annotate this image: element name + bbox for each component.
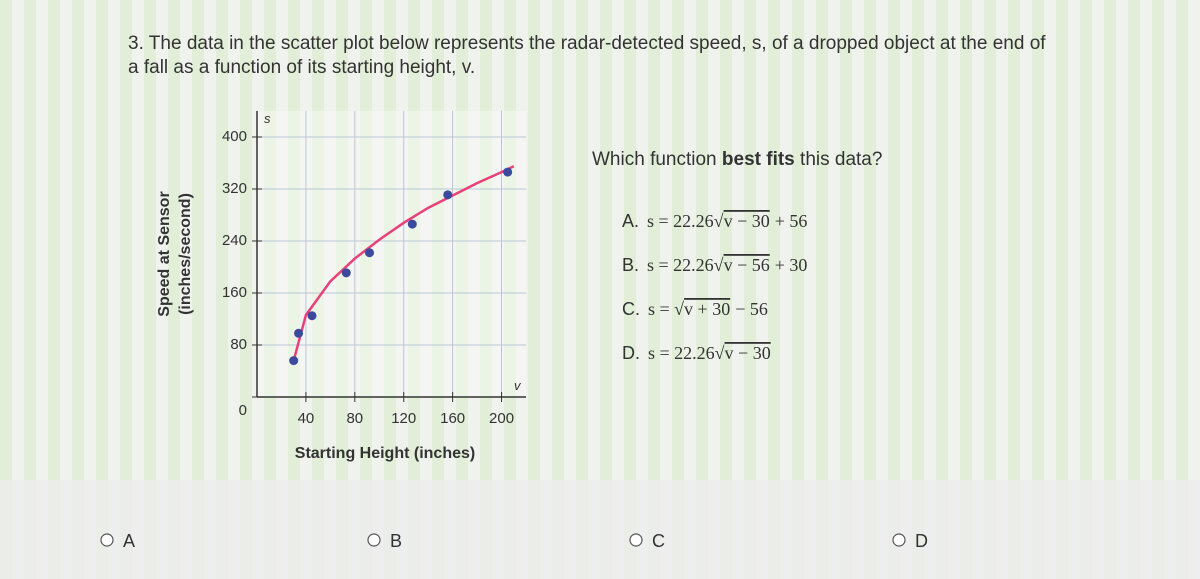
answer-label[interactable]: A xyxy=(123,531,135,551)
y-tick-label: 240 xyxy=(222,232,247,249)
x-tick-label: 80 xyxy=(346,410,363,427)
x-tick-label: 200 xyxy=(489,410,514,427)
point xyxy=(407,219,417,229)
point xyxy=(294,328,304,338)
formula-pre: s = 22.26 xyxy=(647,211,714,231)
text: this data? xyxy=(795,149,883,170)
y-tick-label: 400 xyxy=(222,128,247,145)
plot-bg xyxy=(257,111,526,397)
y-axis-label: Speed at Sensor xyxy=(156,191,173,316)
formula-pre: s = 22.26 xyxy=(648,343,715,363)
scatter-plot: 0 80 160 240 320 400 40 80 120 160 200 s v Starting H… xyxy=(156,111,526,462)
answer-label[interactable]: C xyxy=(652,531,665,551)
fit-curve xyxy=(292,165,515,361)
y-axis-name: s xyxy=(264,111,271,126)
number: 3. xyxy=(128,33,144,54)
question-line: a fall as a function of its starting hei… xyxy=(128,57,475,78)
x-tick-label: 160 xyxy=(440,410,465,427)
text: The data in the scatter plot below repre… xyxy=(149,33,1046,54)
answers: A B C D xyxy=(100,531,928,551)
x-axis-label: Starting Height (inches) xyxy=(295,445,475,462)
choice: A. s = 22.26√v − 30 + 56 xyxy=(622,211,807,231)
prompt: Which function best fits this data? xyxy=(592,149,882,170)
x-axis-name: v xyxy=(514,378,522,393)
point xyxy=(503,167,513,177)
point xyxy=(443,190,453,200)
y-tick-label: 0 xyxy=(239,402,247,419)
radicand: v + 30 xyxy=(684,299,730,319)
text: Which function xyxy=(592,149,722,170)
formula-post: + 30 xyxy=(775,255,808,275)
formula-post: + 56 xyxy=(775,211,808,231)
point xyxy=(341,268,351,278)
answer-label[interactable]: B xyxy=(390,531,402,551)
radicand: v − 30 xyxy=(724,211,770,231)
question-line: 3. The data in the scatter plot below re… xyxy=(128,33,1046,54)
choice: D. s = 22.26√v − 30 xyxy=(622,343,771,363)
radio-button[interactable] xyxy=(629,533,643,547)
y-axis-label: (inches/second) xyxy=(177,193,194,315)
point xyxy=(289,356,299,366)
letter: A. xyxy=(622,211,639,231)
x-tick-label: 40 xyxy=(298,410,315,427)
radicand: v − 56 xyxy=(724,255,770,275)
radio-button[interactable] xyxy=(100,533,114,547)
choice: B. s = 22.26√v − 56 + 30 xyxy=(622,255,807,275)
point xyxy=(364,248,374,258)
radio-button[interactable] xyxy=(892,533,906,547)
letter: D. xyxy=(622,343,640,363)
formula-pre: s = 22.26 xyxy=(647,255,714,275)
formula-post: − 56 xyxy=(735,299,768,319)
radical: √ xyxy=(674,299,684,319)
point xyxy=(307,311,317,321)
formula-pre: s = xyxy=(648,299,674,319)
choice: C. s = √v + 30− 56 xyxy=(622,299,768,319)
radicand: v − 30 xyxy=(725,343,771,363)
letter: C. xyxy=(622,299,640,319)
footer-bg xyxy=(0,480,1200,579)
radical: √ xyxy=(714,255,724,275)
radio-button[interactable] xyxy=(367,533,381,547)
choices: A. s = 22.26√v − 30 + 56B. s = 22.26√v − 56… xyxy=(622,211,807,363)
bold-text: best fits xyxy=(722,149,795,170)
y-tick-label: 160 xyxy=(222,284,247,301)
y-tick-label: 80 xyxy=(230,336,247,353)
letter: B. xyxy=(622,255,639,275)
radical: √ xyxy=(714,211,724,231)
answer-label[interactable]: D xyxy=(915,531,928,551)
x-tick-label: 120 xyxy=(391,410,416,427)
y-tick-label: 320 xyxy=(222,180,247,197)
radical: √ xyxy=(715,343,725,363)
